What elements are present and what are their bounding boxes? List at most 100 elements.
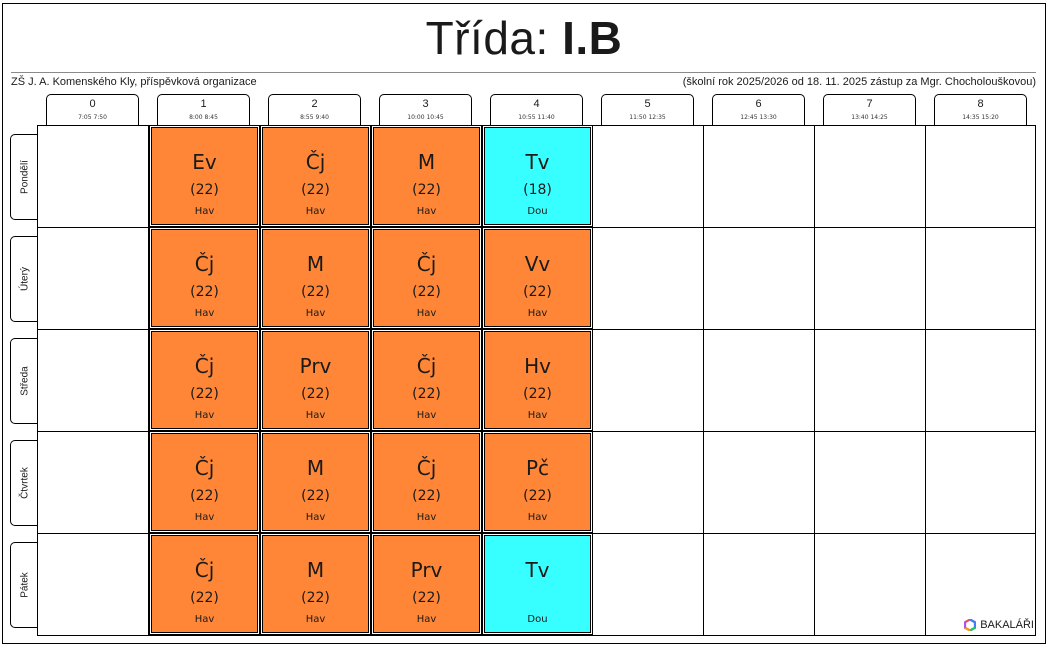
lesson-teacher: Hav [416, 614, 437, 625]
timetable-grid: Ev (22) Hav Čj (22) Hav M (22) Hav Tv (18) Dou Čj (22… [37, 125, 1036, 636]
lesson-subject: Čj [416, 354, 437, 378]
lesson-room: (22) [190, 182, 219, 198]
lesson-subject: Čj [416, 252, 437, 276]
hour-time: 11:50 12:35 [629, 114, 666, 121]
grid-column-divider [592, 126, 593, 635]
grid-row-divider [38, 431, 1035, 432]
lesson-cell[interactable]: Čj (22) Hav [371, 431, 482, 533]
lesson-subject: Pč [525, 456, 550, 480]
lesson-teacher: Hav [416, 512, 437, 523]
lesson-cell[interactable]: Tv (18) Dou [482, 125, 593, 227]
lesson-cell[interactable]: Čj (22) Hav [149, 227, 260, 329]
lesson-room: (22) [412, 488, 441, 504]
lesson-teacher: Hav [416, 410, 437, 421]
lesson-cell[interactable]: Čj (22) Hav [149, 431, 260, 533]
lesson-teacher: Hav [527, 512, 548, 523]
grid-column-divider [148, 126, 149, 635]
hour-header-6: 6 12:45 13:30 [712, 94, 805, 126]
lesson-room: (22) [523, 488, 552, 504]
lesson-teacher: Hav [305, 308, 326, 319]
lesson-cell[interactable]: Čj (22) Hav [260, 125, 371, 227]
hour-headers: 0 7:05 7:50 1 8:00 8:45 2 8:55 9:40 3 10:00 10:… [37, 94, 1036, 126]
lesson-cell[interactable]: Ev (22) Hav [149, 125, 260, 227]
bakalari-logo: BAKALÁŘI [964, 619, 1034, 631]
page-frame [2, 3, 1046, 644]
lesson-subject: Čj [194, 354, 215, 378]
day-label: Středa [10, 338, 38, 424]
grid-column-divider [481, 126, 482, 635]
lesson-cell[interactable]: Tv Dou [482, 533, 593, 635]
lesson-cell[interactable]: Hv (22) Hav [482, 329, 593, 431]
header-divider [11, 72, 1036, 73]
hour-time: 10:00 10:45 [407, 114, 444, 121]
lesson-teacher: Hav [194, 512, 215, 523]
hour-time: 12:45 13:30 [740, 114, 777, 121]
lesson-teacher: Dou [527, 206, 548, 217]
day-name: Pondělí [19, 160, 30, 194]
day-label: Pondělí [10, 134, 38, 220]
lesson-cell[interactable]: M (22) Hav [260, 227, 371, 329]
hour-time: 8:00 8:45 [189, 114, 218, 121]
lesson-cell[interactable]: M (22) Hav [260, 533, 371, 635]
day-name: Úterý [19, 267, 30, 291]
hour-number: 7 [866, 98, 873, 110]
logo-text: BAKALÁŘI [980, 619, 1034, 631]
lesson-subject: Čj [194, 456, 215, 480]
lesson-cell[interactable]: Čj (22) Hav [371, 227, 482, 329]
hour-header-4: 4 10:55 11:40 [490, 94, 583, 126]
class-name: I.B [562, 12, 623, 64]
day-name: Středa [19, 366, 30, 396]
grid-column-divider [259, 126, 260, 635]
grid-row-divider [38, 533, 1035, 534]
lesson-teacher: Dou [527, 614, 548, 625]
hour-number: 6 [755, 98, 762, 110]
bakalari-hexagon-icon [964, 619, 977, 631]
lesson-teacher: Hav [416, 206, 437, 217]
lesson-teacher: Hav [527, 308, 548, 319]
day-label: Pátek [10, 542, 38, 628]
hour-time: 10:55 11:40 [518, 114, 555, 121]
hour-time: 13:40 14:25 [851, 114, 888, 121]
grid-column-divider [703, 126, 704, 635]
lesson-cell[interactable]: Vv (22) Hav [482, 227, 593, 329]
hour-header-2: 2 8:55 9:40 [268, 94, 361, 126]
lesson-cell[interactable]: M (22) Hav [371, 125, 482, 227]
lesson-subject: Čj [416, 456, 437, 480]
lesson-cell[interactable]: Čj (22) Hav [149, 329, 260, 431]
hour-header-5: 5 11:50 12:35 [601, 94, 694, 126]
hour-number: 2 [311, 98, 318, 110]
hour-time: 14:35 15:20 [962, 114, 999, 121]
lesson-cell[interactable]: M (22) Hav [260, 431, 371, 533]
day-label: Úterý [10, 236, 38, 322]
lesson-subject: M [306, 456, 325, 480]
hour-header-1: 1 8:00 8:45 [157, 94, 250, 126]
lesson-room: (22) [190, 386, 219, 402]
lesson-room: (18) [523, 182, 552, 198]
lesson-cell[interactable]: Čj (22) Hav [371, 329, 482, 431]
hour-header-3: 3 10:00 10:45 [379, 94, 472, 126]
lesson-cell[interactable]: Prv (22) Hav [371, 533, 482, 635]
hour-number: 5 [644, 98, 651, 110]
lesson-teacher: Hav [305, 410, 326, 421]
lesson-subject: Hv [524, 354, 551, 378]
lesson-teacher: Hav [194, 614, 215, 625]
day-label: Čtvrtek [10, 440, 38, 526]
hour-number: 3 [422, 98, 429, 110]
lesson-room: (22) [301, 488, 330, 504]
lesson-room: (22) [190, 284, 219, 300]
period-info: (školní rok 2025/2026 od 18. 11. 2025 zá… [682, 76, 1036, 88]
hour-header-0: 0 7:05 7:50 [46, 94, 139, 126]
lesson-subject: M [417, 150, 436, 174]
lesson-subject: Čj [305, 150, 326, 174]
lesson-cell[interactable]: Prv (22) Hav [260, 329, 371, 431]
lesson-cell[interactable]: Čj (22) Hav [149, 533, 260, 635]
lesson-room: (22) [190, 488, 219, 504]
lesson-subject: Tv [525, 558, 550, 582]
hour-time: 8:55 9:40 [300, 114, 329, 121]
day-name: Pátek [19, 572, 30, 598]
lesson-cell[interactable]: Pč (22) Hav [482, 431, 593, 533]
day-name: Čtvrtek [19, 467, 30, 499]
hour-header-7: 7 13:40 14:25 [823, 94, 916, 126]
lesson-room: (22) [301, 182, 330, 198]
lesson-teacher: Hav [527, 410, 548, 421]
